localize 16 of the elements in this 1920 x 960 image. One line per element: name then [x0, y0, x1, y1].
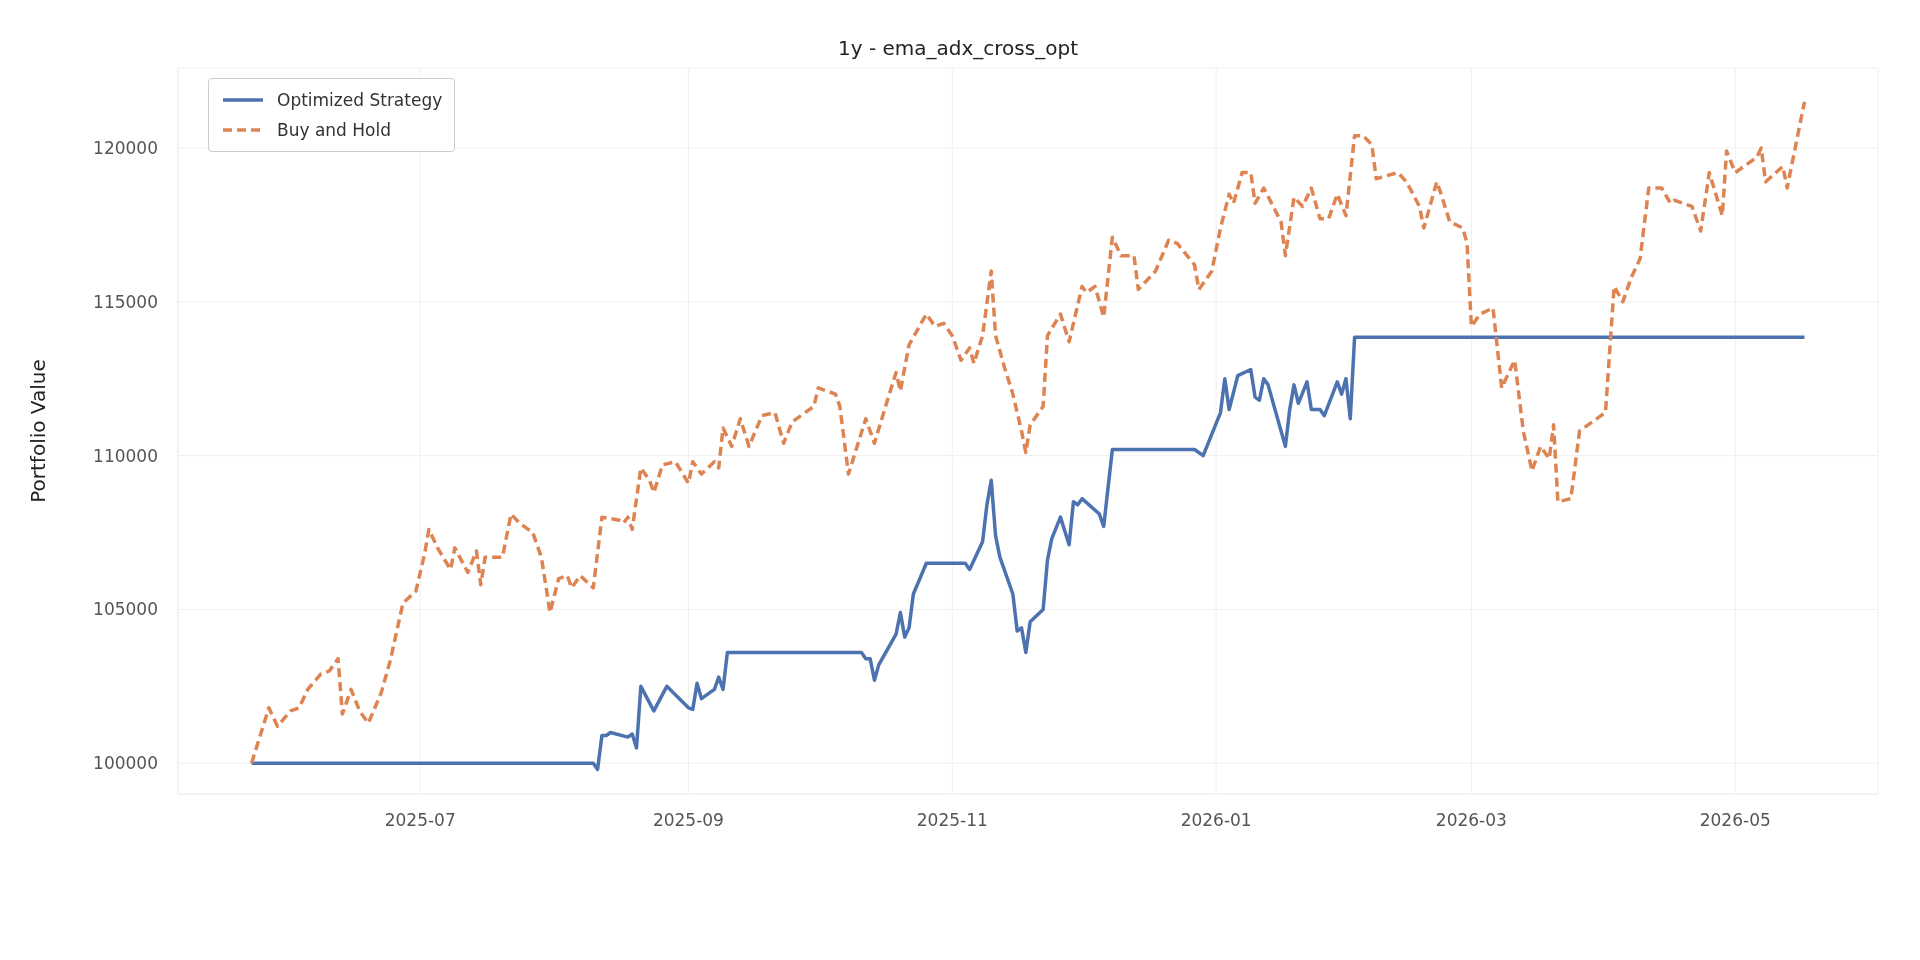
y-tick-label: 110000 — [93, 445, 158, 466]
y-tick-label: 100000 — [93, 753, 158, 774]
line-series — [249, 335, 1807, 772]
x-tick-label: 2025-11 — [916, 810, 988, 831]
x-tick-label: 2026-03 — [1435, 810, 1507, 831]
x-tick-label: 2025-09 — [652, 810, 724, 831]
x-tick-label: 2026-01 — [1180, 810, 1252, 831]
chart-title: 1y - ema_adx_cross_opt — [837, 36, 1079, 60]
y-axis-title: Portfolio Value — [26, 359, 51, 503]
x-tick-label: 2026-05 — [1699, 810, 1771, 831]
legend-label: Buy and Hold — [277, 119, 391, 142]
y-tick-label: 120000 — [93, 138, 158, 159]
y-tick-label: 105000 — [93, 599, 158, 620]
y-tick-label: 115000 — [93, 291, 158, 312]
x-tick-label: 2025-07 — [384, 810, 456, 831]
legend-label: Optimized Strategy — [277, 89, 443, 112]
